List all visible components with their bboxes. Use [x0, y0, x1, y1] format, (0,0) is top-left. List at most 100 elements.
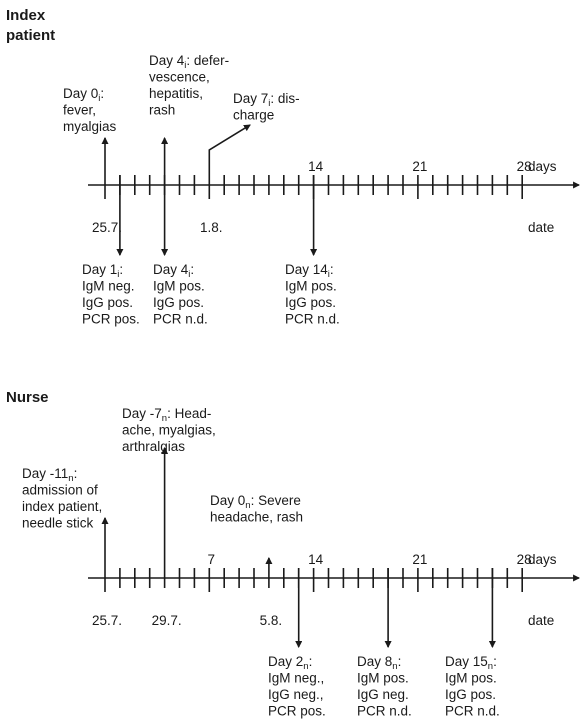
test-result-label: IgG pos. — [445, 687, 496, 702]
label-run: charge — [233, 108, 274, 123]
label-run: Day 15 — [445, 654, 488, 669]
subscript: n — [303, 661, 308, 672]
date-unit-label: date — [528, 220, 554, 235]
day-label: 14 — [308, 552, 324, 567]
test-result-label: IgM pos. — [357, 671, 409, 686]
date-label: 5.8. — [260, 613, 283, 628]
label-run: vescence, — [149, 70, 210, 85]
label-run: Day 2 — [268, 654, 303, 669]
day-label: 21 — [412, 159, 427, 174]
label-run: Day 4 — [149, 53, 185, 68]
label-run: IgM pos. — [445, 671, 497, 686]
event-label: hepatitis, — [149, 86, 203, 101]
test-result-label: IgG neg., — [268, 687, 324, 702]
event-label: fever, — [63, 103, 96, 118]
label-run: IgG pos. — [153, 295, 204, 310]
test-result-label: PCR n.d. — [153, 312, 208, 327]
label-run: PCR n.d. — [285, 312, 340, 327]
label-run: : — [190, 262, 194, 277]
subscript: n — [392, 661, 397, 672]
day-label: 7 — [208, 552, 216, 567]
date-label: 1.8. — [200, 220, 223, 235]
test-result-label: IgM neg., — [268, 671, 324, 686]
date-label: 25.7. — [92, 613, 122, 628]
label-run: IgG neg. — [357, 687, 409, 702]
event-label: needle stick — [22, 516, 94, 531]
label-run: IgG pos. — [82, 295, 133, 310]
label-run: admission of — [22, 483, 98, 498]
label-run: headache, rash — [210, 510, 303, 525]
test-result-label: Day 1i: — [82, 262, 123, 280]
label-run: : — [100, 86, 104, 101]
label-run: : — [398, 654, 402, 669]
test-result-label: IgM pos. — [445, 671, 497, 686]
label-run: fever, — [63, 103, 96, 118]
test-result-label: IgG neg. — [357, 687, 409, 702]
label-run: : — [330, 262, 334, 277]
test-result-label: IgM pos. — [153, 279, 205, 294]
event-label: index patient, — [22, 499, 102, 514]
label-run: IgG pos. — [445, 687, 496, 702]
label-run: Day 14 — [285, 262, 328, 277]
subscript: i — [188, 269, 190, 280]
event-label: Day 7i: dis- — [233, 91, 300, 109]
label-run: Day 0 — [210, 493, 245, 508]
label-run: : dis- — [270, 91, 299, 106]
subscript: n — [162, 413, 167, 424]
day-label: 14 — [308, 159, 324, 174]
label-run: Day 8 — [357, 654, 392, 669]
date-label: 25.7. — [92, 220, 122, 235]
label-run: index patient, — [22, 499, 102, 514]
subscript: n — [245, 500, 250, 511]
panel-title: Nurse — [6, 389, 49, 406]
subscript: i — [268, 98, 270, 109]
label-run: Day 0 — [63, 86, 98, 101]
event-label: Day 4i: defer- — [149, 53, 229, 71]
test-result-label: Day 15n: — [445, 654, 497, 672]
event-label: charge — [233, 108, 274, 123]
label-run: rash — [149, 103, 175, 118]
event-label: rash — [149, 103, 175, 118]
test-result-label: Day 2n: — [268, 654, 312, 672]
event-label: Day 0n: Severe — [210, 493, 301, 511]
label-run: IgM pos. — [153, 279, 205, 294]
test-result-label: IgG pos. — [82, 295, 133, 310]
test-result-label: PCR pos. — [268, 704, 326, 719]
test-result-label: PCR n.d. — [445, 704, 500, 719]
label-run: IgG pos. — [285, 295, 336, 310]
days-unit-label: days — [528, 159, 557, 174]
panel-title: patient — [6, 27, 55, 44]
panel-title: Index — [6, 7, 46, 24]
label-run: hepatitis, — [149, 86, 203, 101]
subscript: i — [117, 269, 119, 280]
label-run: IgM neg., — [268, 671, 324, 686]
label-run: IgM neg. — [82, 279, 135, 294]
label-run: needle stick — [22, 516, 94, 531]
day-label: 28 — [517, 159, 532, 174]
label-run: ache, myalgias, — [122, 423, 216, 438]
event-label: myalgias — [63, 119, 117, 134]
event-label: ache, myalgias, — [122, 423, 216, 438]
days-unit-label: days — [528, 552, 557, 567]
label-run: Day 1 — [82, 262, 117, 277]
day-label: 28 — [517, 552, 532, 567]
test-result-label: PCR n.d. — [285, 312, 340, 327]
event-label: Day -7n: Head- — [122, 406, 211, 424]
event-arrow — [208, 124, 251, 175]
label-run: PCR n.d. — [153, 312, 208, 327]
label-run: IgM pos. — [285, 279, 337, 294]
event-label: headache, rash — [210, 510, 303, 525]
event-label: vescence, — [149, 70, 210, 85]
subscript: n — [488, 661, 493, 672]
test-result-label: PCR pos. — [82, 312, 140, 327]
subscript: i — [184, 60, 186, 71]
subscript: i — [98, 93, 100, 104]
label-run: : Severe — [251, 493, 301, 508]
label-run: IgG neg., — [268, 687, 324, 702]
subscript: i — [328, 269, 330, 280]
label-run: Day -7 — [122, 406, 162, 421]
event-label: Day -11n: — [22, 466, 77, 484]
test-result-label: IgG pos. — [285, 295, 336, 310]
